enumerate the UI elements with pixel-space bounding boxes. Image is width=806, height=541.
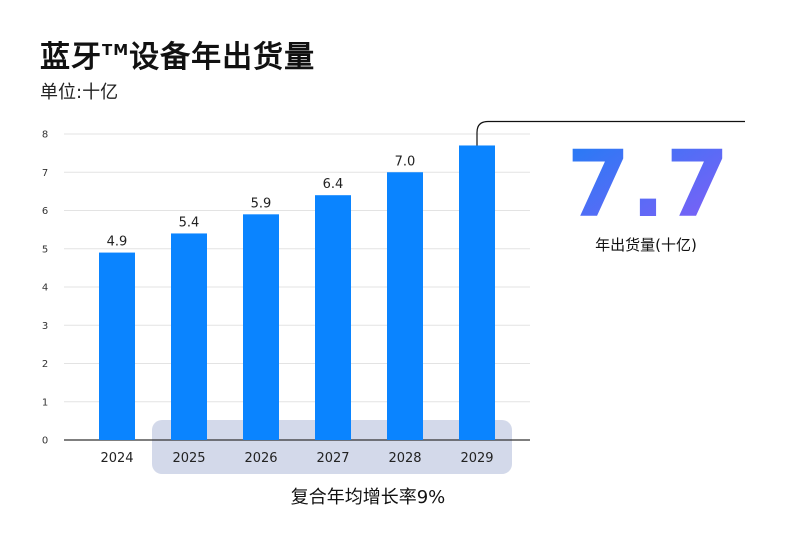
bar-2027 [315,195,351,440]
y-tick-label: 8 [42,130,48,141]
x-tick-label: 2026 [244,451,277,466]
unit-label: 单位:十亿 [40,82,119,103]
cagr-label: 复合年均增长率9% [291,487,446,508]
y-tick-label: 3 [42,321,48,332]
y-tick-label: 4 [42,283,48,294]
y-tick-label: 6 [42,206,48,217]
bar-2025 [171,233,207,440]
data-label: 6.4 [323,177,344,192]
data-label: 7.0 [395,154,416,169]
bar-2028 [387,172,423,440]
data-label: 4.9 [107,235,128,250]
x-tick-label: 2025 [172,451,205,466]
x-tick-label: 2027 [316,451,349,466]
y-tick-label: 2 [42,359,48,370]
data-label: 5.9 [251,196,272,211]
bar-2024 [99,252,135,440]
y-tick-label: 1 [42,397,48,408]
data-label: 5.4 [179,215,200,230]
title-suffix: 设备年出货量 [129,40,316,75]
y-tick-label: 5 [42,244,48,255]
x-tick-label: 2028 [388,451,421,466]
x-tick-label: 2024 [100,451,133,466]
x-tick-label: 2029 [460,451,493,466]
title-text: 蓝牙 [40,40,102,75]
callout-caption: 年出货量(十亿) [595,236,697,254]
trademark-mark: TM [102,41,130,59]
chart-title: 蓝牙TM设备年出货量 [40,32,315,76]
y-tick-label: 7 [42,168,48,179]
y-tick-label: 0 [42,436,48,447]
callout-connector [476,120,745,146]
bar-2026 [243,214,279,440]
callout-value: 7.7 [567,131,730,238]
bar-2029 [459,145,495,440]
